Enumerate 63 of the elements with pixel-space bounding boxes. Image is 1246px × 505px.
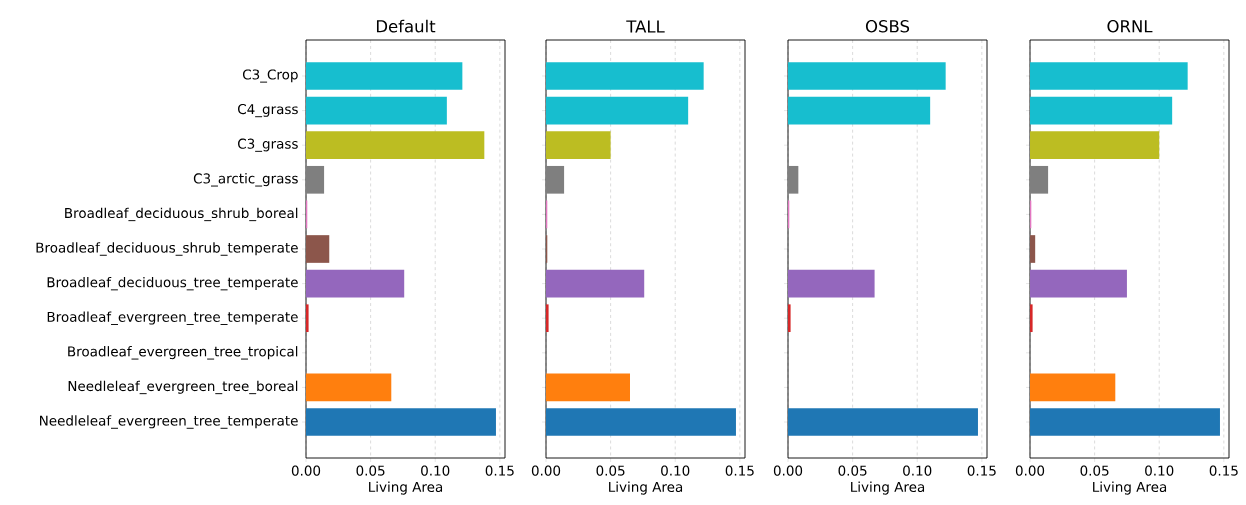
bar	[1030, 235, 1036, 263]
y-tick-label: C3_Crop	[242, 69, 298, 83]
bar	[546, 373, 630, 402]
x-tick-label: 0.00	[773, 465, 803, 476]
x-axis-title: Living Area	[609, 481, 683, 495]
chart-title: TALL	[626, 20, 665, 33]
bar	[1030, 62, 1188, 90]
bar	[788, 96, 931, 125]
y-tick-label: Broadleaf_deciduous_shrub_temperate	[36, 242, 298, 256]
x-tick-label: 0.00	[1015, 465, 1045, 476]
bar	[546, 269, 645, 298]
bar	[1030, 96, 1173, 125]
y-tick-label: Broadleaf_evergreen_tree_temperate	[47, 311, 298, 325]
x-tick-label: 0.10	[903, 465, 932, 476]
bar	[546, 304, 549, 333]
x-tick-label: 0.05	[1080, 465, 1109, 476]
bar	[306, 269, 405, 298]
bar	[788, 408, 978, 436]
y-tick-label: Broadleaf_deciduous_tree_temperate	[47, 276, 298, 291]
bar	[306, 131, 485, 160]
y-tick-label: C4_grass	[238, 103, 298, 118]
bar	[1030, 269, 1127, 298]
chart-title: ORNL	[1107, 20, 1153, 33]
x-tick-label: 0.15	[725, 465, 754, 476]
y-tick-label: Needleleaf_evergreen_tree_boreal	[68, 380, 298, 395]
bar	[306, 304, 309, 333]
x-tick-label: 0.15	[485, 465, 514, 476]
y-tick-label: C3_grass	[238, 138, 298, 152]
bar	[1030, 373, 1116, 402]
x-tick-label: 0.05	[596, 465, 625, 476]
bar	[546, 408, 736, 436]
bar	[1030, 408, 1220, 436]
y-tick-label: Broadleaf_deciduous_shrub_boreal	[65, 207, 298, 222]
x-tick-label: 0.10	[661, 465, 690, 476]
chart-title: OSBS	[865, 20, 910, 33]
x-tick-label: 0.05	[356, 465, 385, 476]
x-axis-title: Living Area	[851, 481, 925, 495]
y-tick-label: Needleleaf_evergreen_tree_temperate	[40, 415, 298, 429]
x-tick-label: 0.15	[967, 465, 996, 476]
bar	[788, 304, 791, 333]
bar	[1030, 304, 1033, 333]
x-tick-label: 0.05	[838, 465, 867, 476]
bar	[306, 62, 463, 90]
chart-title: Default	[376, 19, 436, 33]
x-tick-label: 0.15	[1209, 465, 1238, 476]
bar	[306, 235, 330, 263]
bar	[306, 96, 447, 125]
x-tick-label: 0.00	[291, 465, 321, 476]
bar	[306, 408, 496, 436]
bar	[1030, 131, 1160, 160]
x-tick-label: 0.10	[421, 465, 450, 476]
bar	[306, 373, 392, 402]
x-axis-title: Living Area	[1093, 481, 1167, 495]
x-tick-label: 0.10	[1145, 465, 1174, 476]
y-tick-label: C3_arctic_grass	[193, 173, 298, 187]
x-axis-title: Living Area	[369, 481, 443, 495]
x-tick-label: 0.00	[531, 465, 561, 476]
bar	[788, 62, 946, 90]
bar	[546, 62, 704, 90]
bar	[788, 269, 875, 298]
bar	[546, 131, 611, 160]
y-tick-label: Broadleaf_evergreen_tree_tropical	[68, 346, 298, 360]
bar	[546, 96, 689, 125]
